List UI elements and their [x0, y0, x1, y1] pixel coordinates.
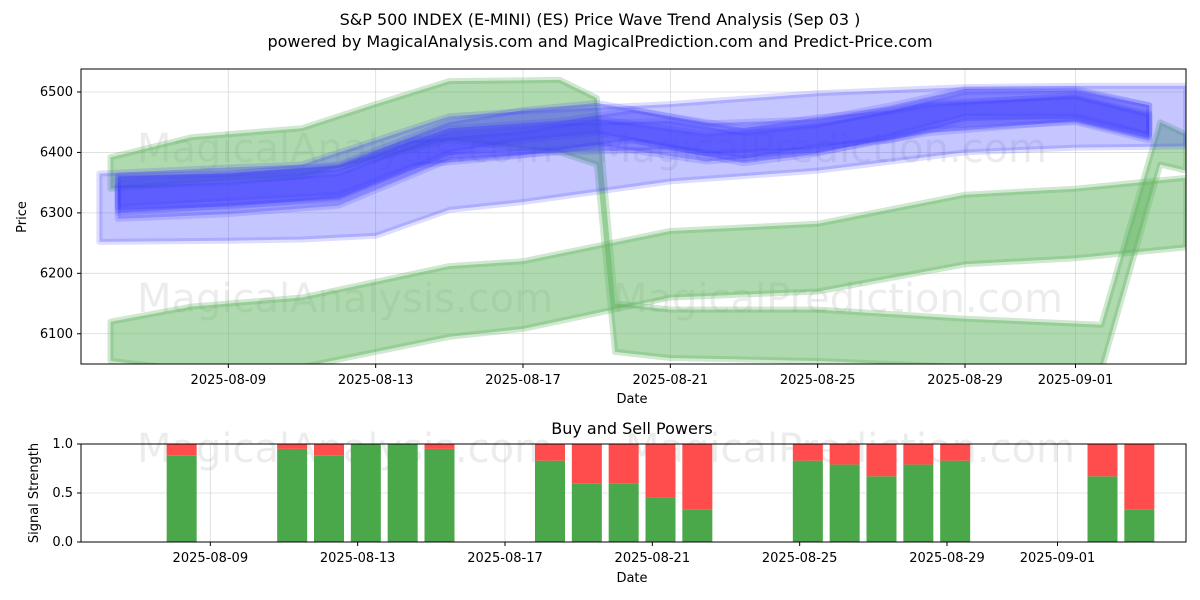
wave-band-5	[114, 85, 1153, 216]
sell-bar	[535, 444, 565, 461]
signal-x-tick-label: 2025-08-21	[615, 551, 691, 566]
sell-bar	[1124, 444, 1155, 510]
watermark-magicalprediction-top: MagicalPrediction.com	[597, 126, 1047, 172]
price-x-tick-label: 2025-08-25	[780, 373, 856, 388]
buy-bar	[866, 476, 897, 542]
sell-bar	[314, 444, 344, 456]
sell-bar	[1087, 444, 1118, 477]
sell-bar	[940, 444, 971, 461]
signal-x-axis-label: Date	[616, 571, 647, 586]
signal-y-tick-label: 0.0	[52, 535, 73, 550]
signal-x-tick-label: 2025-08-17	[467, 551, 543, 566]
chart-title: S&P 500 INDEX (E-MINI) (ES) Price Wave T…	[340, 10, 861, 29]
price-x-tick-label: 2025-08-29	[927, 373, 1003, 388]
signal-x-tick-label: 2025-08-09	[173, 551, 249, 566]
signal-x-tick-label: 2025-08-29	[909, 551, 985, 566]
price-y-tick-label: 6200	[40, 266, 73, 281]
chart-subtitle: powered by MagicalAnalysis.com and Magic…	[267, 32, 932, 51]
price-y-ticks: 6100 6200 6300 6400 6500	[40, 85, 81, 342]
price-x-tick-label: 2025-08-21	[633, 373, 709, 388]
price-wave-panel: MagicalAnalysis.com MagicalPrediction.co…	[15, 68, 1187, 407]
wave-band-2	[107, 174, 1186, 364]
price-y-tick-label: 6300	[40, 206, 73, 221]
wave-band-4	[114, 87, 1153, 213]
wave-band-3	[96, 82, 1186, 245]
signal-x-tick-label: 2025-09-01	[1020, 551, 1096, 566]
sell-bar	[903, 444, 934, 465]
price-y-axis-label: Price	[15, 201, 30, 233]
buy-bar	[387, 444, 418, 542]
buy-sell-panel: Buy and Sell Powers MagicalAnalysis.com …	[27, 419, 1187, 586]
price-x-tick-label: 2025-08-09	[191, 373, 267, 388]
signal-y-axis-label: Signal Strength	[27, 443, 42, 543]
sell-bar	[792, 444, 823, 461]
wave-band-7	[114, 92, 1153, 210]
wave-bands	[96, 76, 1186, 364]
signal-x-tick-label: 2025-08-13	[320, 551, 396, 566]
signal-y-tick-label: 1.0	[52, 437, 73, 452]
watermark-magicalanalysis-bottom: MagicalAnalysis.com	[137, 426, 553, 472]
buy-bar	[608, 483, 639, 542]
signal-x-ticks: 2025-08-09 2025-08-13 2025-08-17 2025-08-21…	[173, 542, 1096, 566]
price-x-ticks: 2025-08-09 2025-08-13 2025-08-17 2025-08-21…	[191, 364, 1114, 388]
price-x-tick-label: 2025-09-01	[1038, 373, 1114, 388]
wave-band-6	[114, 93, 1153, 222]
price-plot-frame	[80, 68, 1187, 365]
buy-bar	[903, 464, 934, 542]
sell-bar	[608, 444, 639, 484]
buy-bar	[314, 455, 344, 542]
signal-y-ticks: 0.0 0.5 1.0	[52, 437, 81, 550]
price-y-tick-label: 6500	[40, 85, 73, 100]
signal-bars	[166, 444, 1155, 542]
buy-bar	[792, 460, 823, 542]
buy-bar	[277, 448, 308, 542]
price-x-axis-label: Date	[616, 392, 647, 407]
buy-bar	[535, 460, 565, 542]
price-y-tick-label: 6100	[40, 327, 73, 342]
sell-bar	[166, 444, 197, 456]
buy-sell-title: Buy and Sell Powers	[551, 419, 713, 438]
buy-bar	[166, 455, 197, 542]
buy-bar	[829, 464, 860, 542]
buy-bar	[1124, 509, 1155, 542]
sell-bar	[645, 444, 676, 498]
buy-bar	[940, 460, 971, 542]
sell-bar	[866, 444, 897, 477]
buy-bar	[645, 497, 676, 542]
price-x-tick-label: 2025-08-13	[338, 373, 414, 388]
sell-bar	[571, 444, 602, 484]
price-y-tick-label: 6400	[40, 145, 73, 160]
buy-bar	[571, 483, 602, 542]
price-x-tick-label: 2025-08-17	[485, 373, 561, 388]
signal-y-tick-label: 0.5	[52, 486, 73, 501]
buy-bar	[424, 448, 455, 542]
sell-bar	[277, 444, 308, 449]
sell-bar	[424, 444, 455, 449]
buy-bar	[682, 509, 713, 542]
wave-band-1	[107, 76, 1186, 364]
sell-bar	[829, 444, 860, 465]
buy-bar	[350, 444, 381, 542]
sell-bar	[682, 444, 713, 510]
buy-bar	[1087, 476, 1118, 542]
signal-x-tick-label: 2025-08-25	[762, 551, 838, 566]
